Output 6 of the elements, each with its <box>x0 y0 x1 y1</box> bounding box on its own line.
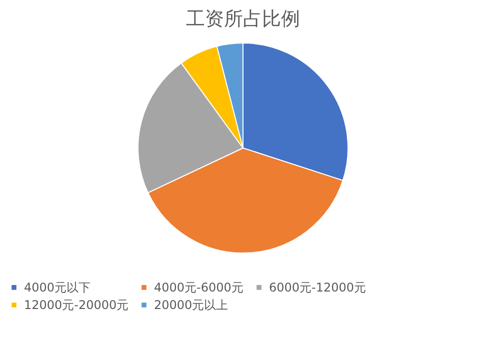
chart-title: 工资所占比例 <box>186 8 300 30</box>
legend-label: 6000元-12000元 <box>269 280 366 294</box>
legend-label: 4000元-6000元 <box>154 280 244 294</box>
legend-label: 4000元以下 <box>24 280 91 294</box>
legend-label: 20000元以上 <box>154 298 228 312</box>
legend-label: 12000元-20000元 <box>24 298 129 312</box>
